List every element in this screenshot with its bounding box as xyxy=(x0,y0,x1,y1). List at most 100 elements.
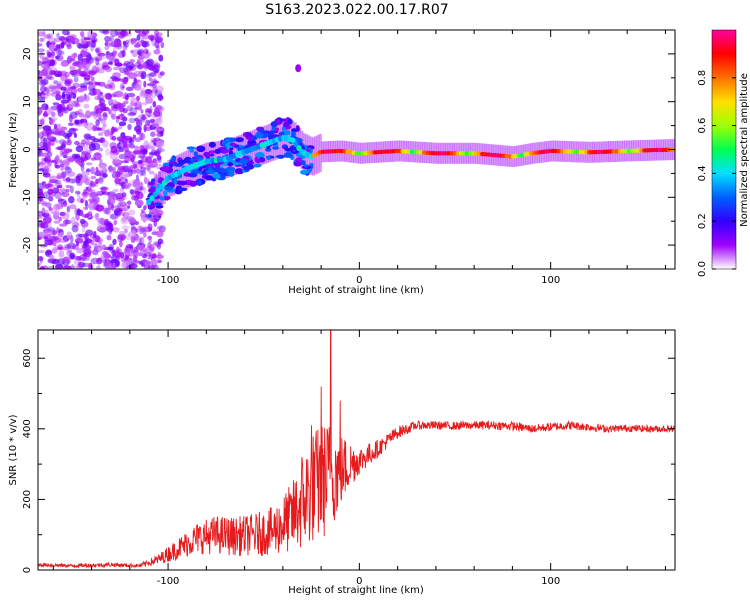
heatmap-cell xyxy=(93,245,103,252)
x-tick-label: -100 xyxy=(157,275,180,286)
heatmap-cell xyxy=(66,205,71,213)
heatmap-cell xyxy=(99,98,105,105)
heatmap-cell xyxy=(46,151,53,158)
heatmap-cell xyxy=(71,153,78,159)
heatmap-cell xyxy=(38,199,41,205)
heatmap-cell xyxy=(293,128,300,132)
heatmap-cell xyxy=(38,48,45,53)
heatmap-cell xyxy=(143,232,147,238)
heatmap-cell xyxy=(50,118,56,123)
heatmap-cell xyxy=(124,155,131,164)
colorbar-ticks: 0.0 0.2 0.4 0.6 0.8 xyxy=(697,70,736,277)
heatmap-cell xyxy=(189,149,194,153)
heatmap-cell xyxy=(154,202,162,206)
snr-ticks: -100 0 100 0 200 400 600 xyxy=(22,330,675,587)
heatmap-cell xyxy=(78,112,85,118)
heatmap-cell xyxy=(112,193,118,201)
heatmap-cell xyxy=(114,58,120,66)
heatmap-cell xyxy=(126,105,133,112)
heatmap-cell xyxy=(158,95,164,101)
heatmap-cell xyxy=(140,169,146,176)
heatmap-cell xyxy=(65,40,72,48)
heatmap-cell xyxy=(178,187,188,192)
heatmap-cell xyxy=(42,55,48,62)
heatmap-cell xyxy=(112,238,117,245)
heatmap-cell xyxy=(47,258,56,264)
heatmap-cell xyxy=(90,166,95,175)
heatmap-cell xyxy=(43,34,52,39)
heatmap-cell xyxy=(91,125,97,132)
heatmap-cell xyxy=(54,156,60,164)
heatmap-cell xyxy=(144,112,150,116)
heatmap-cell xyxy=(44,209,49,215)
heatmap-cell xyxy=(156,242,162,250)
heatmap-cell xyxy=(95,235,101,243)
heatmap-cell xyxy=(283,152,293,158)
heatmap-cell xyxy=(75,176,81,184)
heatmap-cell xyxy=(104,40,108,46)
heatmap-cell xyxy=(127,123,132,131)
heatmap-cell xyxy=(283,130,291,136)
heatmap-cell xyxy=(126,86,134,92)
heatmap-cell xyxy=(148,72,157,77)
heatmap-cell xyxy=(83,103,90,109)
heatmap-cell xyxy=(138,132,146,141)
heatmap-cell xyxy=(105,207,110,215)
spectrogram-y-label: Frequency (Hz) xyxy=(8,112,19,188)
heatmap-cell xyxy=(102,113,108,121)
heatmap-cell xyxy=(112,166,117,174)
heatmap-cell xyxy=(266,155,271,161)
heatmap-cell xyxy=(65,184,72,189)
heatmap-cell xyxy=(94,191,103,195)
heatmap-cell xyxy=(159,71,165,76)
heatmap-cell xyxy=(162,162,170,167)
heatmap-cell xyxy=(83,74,91,81)
heatmap-cell xyxy=(132,249,139,257)
heatmap-cell xyxy=(122,40,127,46)
heatmap-cell xyxy=(261,130,271,135)
heatmap-cell xyxy=(92,88,102,96)
heatmap-cell xyxy=(108,165,114,173)
heatmap-cell xyxy=(126,248,133,252)
heatmap-cell xyxy=(68,196,75,204)
heatmap-cell xyxy=(54,128,63,137)
y-tick-label: 0 xyxy=(22,146,33,152)
heatmap-cell xyxy=(141,42,150,48)
heatmap-cell xyxy=(101,244,107,251)
heatmap-cell xyxy=(212,173,222,179)
heatmap-cell xyxy=(69,252,76,260)
heatmap-cell xyxy=(69,204,77,210)
heatmap-cell xyxy=(64,71,70,78)
heatmap-cell xyxy=(303,164,309,168)
heatmap-cell xyxy=(272,146,280,150)
heatmap-cell xyxy=(38,182,45,191)
heatmap-cell xyxy=(158,183,164,190)
heatmap-cell xyxy=(121,225,130,230)
heatmap-cell xyxy=(45,73,53,80)
heatmap-cell xyxy=(158,54,164,62)
heatmap-cell xyxy=(80,163,85,172)
heatmap-cell xyxy=(140,236,145,244)
heatmap-cell xyxy=(42,67,52,74)
heatmap-cell xyxy=(62,159,69,165)
heatmap-cell xyxy=(88,92,97,96)
heatmap-cell xyxy=(66,231,73,239)
heatmap-cell xyxy=(94,96,99,101)
heatmap-cell xyxy=(145,96,154,104)
heatmap-cell xyxy=(131,38,136,44)
heatmap-cell xyxy=(85,206,89,210)
heatmap-cell xyxy=(95,169,104,177)
x-tick-label: 100 xyxy=(541,576,560,587)
heatmap-cell xyxy=(154,107,160,114)
heatmap-cell xyxy=(107,36,112,42)
y-tick-label: -10 xyxy=(22,189,33,205)
heatmap-cell xyxy=(141,226,149,233)
heatmap-cell xyxy=(50,159,57,163)
heatmap-cell xyxy=(105,92,112,100)
heatmap-cell xyxy=(118,230,126,236)
heatmap-cell xyxy=(63,237,68,243)
heatmap-cell xyxy=(74,140,80,146)
heatmap-cell xyxy=(130,97,139,102)
heatmap-cell xyxy=(59,159,63,164)
heatmap-cell xyxy=(163,190,168,197)
